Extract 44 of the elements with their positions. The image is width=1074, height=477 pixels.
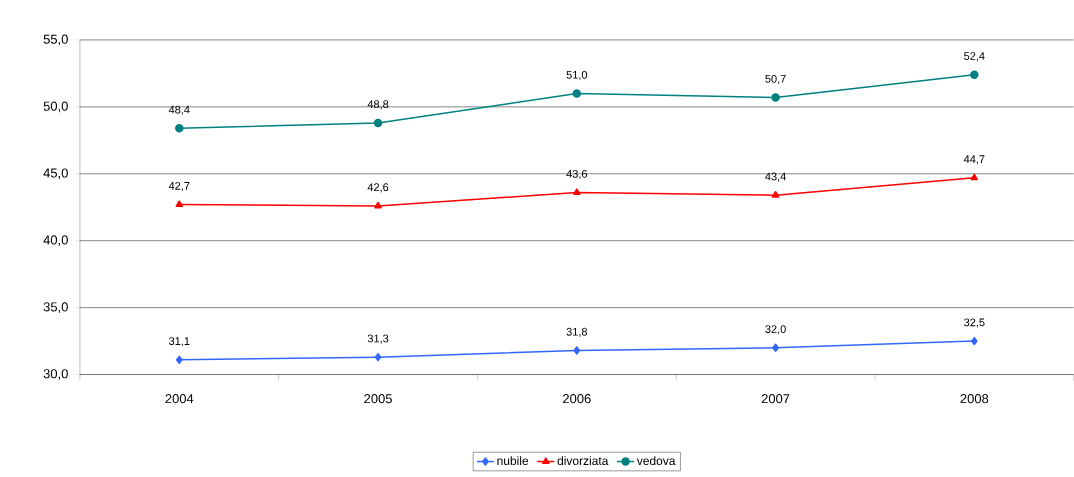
point: [970, 70, 979, 79]
y-tick-label: 55,0: [43, 34, 68, 46]
data-label: 32,0: [765, 324, 786, 335]
legend-label: divorziata: [557, 456, 609, 465]
data-label: 31,1: [169, 337, 190, 347]
y-tick-label: 35,0: [43, 302, 68, 313]
legend-label: vedova: [636, 456, 676, 465]
data-label: 42,7: [168, 181, 190, 191]
point: [970, 336, 978, 346]
point: [573, 346, 581, 355]
point: [771, 93, 780, 102]
data-label: 42,6: [367, 183, 389, 193]
point: [573, 188, 581, 195]
data-label: 51,0: [566, 70, 588, 80]
data-label: 48,8: [367, 100, 389, 110]
x-tick-label: 2004: [165, 393, 194, 404]
y-tick-label: 40,0: [43, 235, 68, 246]
y-tick-label: 45,0: [43, 168, 68, 179]
data-label: 31,8: [566, 327, 588, 337]
point: [771, 190, 780, 198]
point: [374, 352, 382, 362]
x-tick-label: 2008: [960, 393, 989, 404]
point: [175, 123, 184, 133]
data-label: 43,6: [566, 169, 588, 179]
data-label: 50,7: [765, 74, 786, 84]
point: [970, 173, 979, 181]
x-tick-label: 2006: [563, 393, 591, 404]
point: [175, 355, 183, 364]
legend-label: nubile: [497, 456, 529, 465]
data-label: 32,5: [964, 318, 985, 328]
x-tick-label: 2005: [364, 393, 392, 404]
point: [772, 343, 779, 352]
point: [572, 89, 582, 98]
point: [373, 118, 383, 127]
data-label: 48,4: [168, 105, 190, 115]
point: [374, 201, 382, 209]
y-tick-label: 50,0: [43, 101, 68, 113]
data-label: 52,4: [964, 51, 985, 62]
x-tick-label: 2007: [761, 393, 790, 404]
data-label: 43,4: [765, 172, 786, 182]
point: [175, 200, 184, 207]
data-label: 44,7: [963, 155, 985, 165]
y-tick-label: 30,0: [43, 368, 68, 380]
data-label: 31,3: [367, 334, 389, 344]
